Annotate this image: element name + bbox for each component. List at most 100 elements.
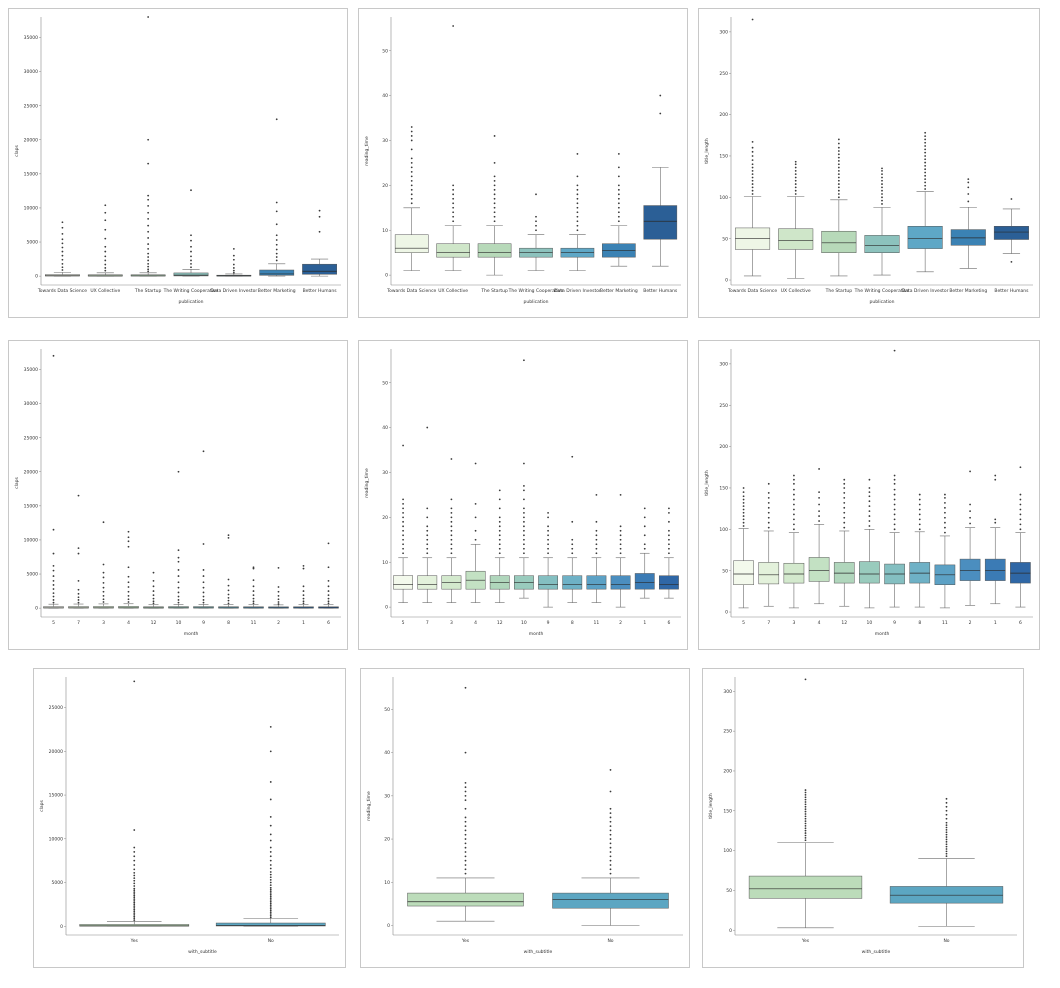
y-tick-label: 30 <box>382 138 388 144</box>
outlier-point <box>595 543 598 546</box>
y-axis-label: reading_time <box>364 136 370 166</box>
outlier-point <box>177 556 180 559</box>
y-tick-label: 20000 <box>24 469 38 475</box>
outlier-point <box>269 893 272 896</box>
box-iqr <box>748 875 863 899</box>
outlier-point <box>944 531 946 534</box>
outlier-point <box>52 599 55 601</box>
y-tick-label: 10 <box>382 228 388 234</box>
outlier-point <box>617 197 620 200</box>
x-tick-label: 5 <box>52 620 55 626</box>
outlier-point <box>804 805 807 808</box>
outlier-point <box>269 907 272 910</box>
outlier-point <box>767 511 770 514</box>
outlier-point <box>881 199 883 202</box>
x-axis-label: with_subtitle <box>524 949 553 955</box>
outlier-point <box>227 593 230 596</box>
outlier-point <box>994 521 997 524</box>
outlier-point <box>133 915 136 918</box>
outlier-point <box>576 175 579 178</box>
outlier-point <box>269 890 272 893</box>
outlier-point <box>945 833 948 836</box>
outlier-point <box>609 812 612 815</box>
y-tick-label: 35000 <box>24 35 38 41</box>
outlier-point <box>450 520 453 523</box>
outlier-point <box>493 135 496 137</box>
outlier-point <box>410 179 413 182</box>
outlier-point <box>837 176 840 179</box>
outlier-point <box>61 258 64 261</box>
outlier-point <box>804 803 807 806</box>
outlier-point <box>104 219 107 222</box>
outlier-point <box>452 197 455 200</box>
outlier-point <box>837 183 840 185</box>
outlier-point <box>227 534 230 537</box>
outlier-point <box>327 566 330 569</box>
outlier-point <box>619 552 622 555</box>
outlier-point <box>269 884 272 887</box>
outlier-point <box>202 601 205 604</box>
outlier-point <box>804 810 807 813</box>
outlier-point <box>945 831 948 834</box>
outlier-point <box>177 549 180 552</box>
x-tick-label: Better Humans <box>643 288 678 294</box>
outlier-point <box>52 575 55 577</box>
outlier-point <box>498 507 501 510</box>
x-tick-label: UX Collective <box>781 288 811 294</box>
outlier-point <box>843 487 846 489</box>
outlier-point <box>643 543 646 546</box>
y-tick-label: 50 <box>384 707 390 713</box>
outlier-point <box>742 505 745 508</box>
outlier-point <box>127 581 130 584</box>
outlier-point <box>227 589 230 592</box>
outlier-point <box>77 579 80 582</box>
outlier-point <box>793 474 795 477</box>
outlier-point <box>77 599 80 601</box>
outlier-point <box>893 488 896 491</box>
x-tick-label: 9 <box>893 620 896 626</box>
outlier-point <box>742 521 745 524</box>
outlier-point <box>61 221 64 224</box>
outlier-point <box>493 211 496 214</box>
outlier-point <box>177 569 180 571</box>
x-tick-label: 12 <box>497 620 503 626</box>
outlier-point <box>327 542 330 545</box>
outlier-point <box>609 864 612 866</box>
outlier-point <box>227 584 230 587</box>
y-tick-label: 100 <box>719 527 728 533</box>
outlier-point <box>1010 198 1013 200</box>
outlier-point <box>269 871 272 873</box>
outlier-point <box>102 582 105 584</box>
outlier-point <box>619 525 622 528</box>
outlier-point <box>617 153 620 155</box>
outlier-point <box>269 909 272 912</box>
outlier-point <box>868 478 871 481</box>
outlier-point <box>843 496 846 499</box>
outlier-point <box>410 184 413 187</box>
outlier-point <box>133 829 136 831</box>
outlier-point <box>464 829 467 832</box>
outlier-point <box>571 547 574 550</box>
outlier-point <box>837 173 840 176</box>
box-iqr <box>984 558 1006 581</box>
outlier-point <box>804 825 807 827</box>
outlier-point <box>52 592 55 595</box>
x-tick-label: 8 <box>918 620 921 626</box>
y-axis-label: reading_time <box>366 791 372 821</box>
x-tick-label: 1 <box>643 620 646 626</box>
y-tick-label: 30000 <box>24 69 38 75</box>
box-iqr <box>643 205 678 240</box>
outlier-point <box>868 500 871 503</box>
outlier-point <box>402 525 404 528</box>
panel-claps-publication: 0 5000 10000 15000 20000 25000 30000 35000 claps… <box>8 8 348 318</box>
outlier-point <box>190 239 192 242</box>
y-tick-label: 10000 <box>24 538 38 544</box>
outlier-point <box>327 585 330 588</box>
outlier-point <box>918 493 921 496</box>
outlier-point <box>104 269 107 272</box>
outlier-point <box>793 513 795 516</box>
outlier-point <box>643 547 646 550</box>
outlier-point <box>1019 503 1022 506</box>
x-tick-label: 10 <box>176 620 182 626</box>
